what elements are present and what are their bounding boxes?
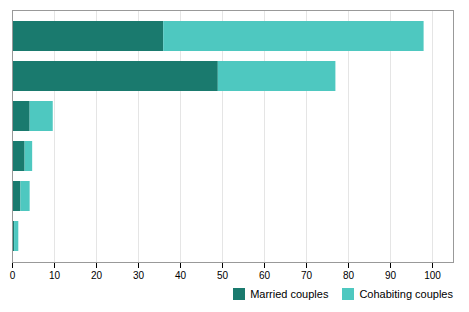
svg-text:100: 100 [424,270,441,281]
html-text:Cohabiting couples: Cohabiting couples [359,288,453,300]
svg-text:50: 50 [217,270,229,281]
svg-text:40: 40 [175,270,187,281]
svg-text:20: 20 [91,270,103,281]
svg-text:0: 0 [10,270,16,281]
html-text:Married couples: Married couples [250,288,329,300]
svg-text:60: 60 [259,270,271,281]
svg-text:70: 70 [301,270,313,281]
svg-text:10: 10 [49,270,61,281]
svg-text:30: 30 [133,270,145,281]
svg-text:90: 90 [385,270,397,281]
svg-text:80: 80 [343,270,355,281]
